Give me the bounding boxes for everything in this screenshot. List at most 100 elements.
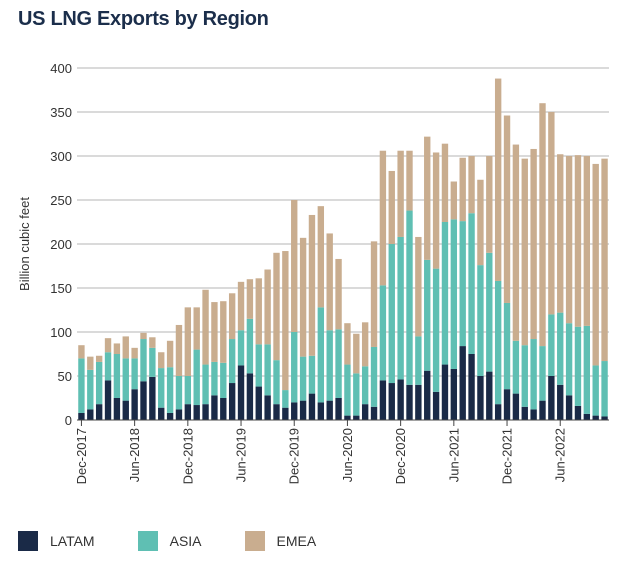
x-tick-label: Jun-2021: [446, 428, 461, 482]
bar-latam: [450, 368, 458, 420]
bar-stack: [175, 324, 183, 420]
bar-emea: [211, 302, 218, 362]
legend-item-asia: ASIA: [137, 531, 202, 551]
bar-emea: [326, 233, 333, 331]
gridlines: [77, 67, 609, 377]
bar-asia: [317, 307, 325, 403]
bar-latam: [87, 409, 94, 420]
bar-stack: [432, 152, 440, 420]
bar-latam: [193, 405, 200, 420]
bar-stack: [353, 333, 360, 420]
y-axis-label: Billion cubic feet: [17, 197, 32, 291]
x-axis-ticks: Dec-2017 Jun-2018 Dec-2018 Jun-2019 Dec-2019…: [74, 420, 568, 484]
bar-asia: [122, 358, 129, 401]
bar-stack: [379, 150, 387, 420]
bar-emea: [228, 293, 236, 340]
bar-latam: [78, 412, 85, 420]
bar-latam: [441, 364, 449, 420]
bar-stack: [255, 278, 262, 420]
bar-latam: [122, 400, 129, 420]
bar-emea: [158, 352, 165, 369]
legend: LATAM ASIA EMEA: [18, 531, 359, 551]
legend-swatch-emea: [244, 531, 265, 551]
bar-stack: [220, 301, 227, 420]
bar-latam: [574, 405, 582, 420]
bar-emea: [140, 332, 147, 340]
bar-latam: [379, 380, 387, 420]
bar-emea: [166, 340, 174, 368]
bar-stack: [282, 251, 289, 420]
bar-stack: [113, 343, 121, 420]
bar-emea: [344, 323, 351, 365]
bar-emea: [486, 156, 493, 253]
bar-asia: [202, 364, 209, 405]
bar-latam: [228, 383, 236, 420]
y-tick-label: 250: [50, 193, 72, 208]
bar-latam: [583, 413, 591, 420]
bar-stack: [530, 148, 537, 420]
bar-asia: [78, 358, 85, 413]
bar-emea: [308, 214, 316, 356]
bar-latam: [344, 415, 351, 420]
x-tick-label: Dec-2020: [393, 428, 408, 484]
bar-stack: [565, 156, 573, 420]
bar-asia: [548, 314, 555, 376]
bar-latam: [539, 400, 546, 420]
bar-asia: [255, 344, 262, 387]
bar-asia: [450, 219, 458, 369]
bar-emea: [397, 150, 404, 237]
bar-emea: [299, 237, 307, 357]
bar-asia: [574, 326, 582, 406]
bar-stack: [494, 78, 502, 420]
bar-stack: [574, 155, 582, 420]
bar-latam: [273, 404, 280, 420]
bar-asia: [326, 330, 333, 401]
bar-emea: [450, 181, 458, 220]
bar-stack: [131, 347, 138, 420]
legend-label-emea: EMEA: [276, 533, 317, 549]
bar-emea: [503, 115, 511, 303]
bar-stack: [273, 252, 280, 420]
bar-stack: [450, 181, 458, 420]
bar-emea: [255, 278, 262, 345]
bar-latam: [557, 384, 564, 420]
bar-stack: [486, 156, 493, 420]
bar-asia: [441, 222, 449, 365]
bar-asia: [601, 361, 608, 417]
bar-latam: [291, 402, 298, 420]
bar-stack: [228, 293, 236, 420]
x-tick-label: Jun-2022: [553, 428, 568, 482]
bar-asia: [494, 280, 502, 405]
bar-emea: [246, 279, 254, 319]
bar-latam: [494, 404, 502, 420]
bar-stack: [104, 338, 112, 420]
bar-emea: [78, 345, 85, 359]
bar-latam: [211, 395, 218, 420]
bar-emea: [530, 148, 537, 340]
bar-stack: [557, 154, 564, 420]
bar-latam: [530, 409, 537, 420]
y-tick-label: 50: [58, 369, 72, 384]
bar-stack: [78, 345, 85, 420]
bar-latam: [158, 407, 165, 420]
bar-stack: [158, 352, 165, 420]
bar-asia: [530, 339, 537, 410]
bar-emea: [601, 158, 608, 362]
bar-latam: [95, 404, 103, 420]
bar-latam: [175, 409, 183, 420]
bar-asia: [415, 336, 422, 385]
bar-asia: [344, 364, 351, 416]
bar-asia: [379, 285, 387, 381]
bar-latam: [432, 391, 440, 420]
bar-stack: [87, 356, 94, 420]
x-tick-label: Dec-2018: [180, 428, 195, 484]
bar-latam: [548, 376, 555, 420]
bar-asia: [361, 366, 369, 405]
bar-asia: [237, 330, 245, 366]
bar-latam: [166, 412, 174, 420]
bar-stack: [166, 340, 174, 420]
bar-asia: [557, 312, 564, 385]
bar-latam: [512, 393, 520, 420]
bar-stack: [592, 163, 599, 420]
bar-emea: [273, 252, 280, 361]
